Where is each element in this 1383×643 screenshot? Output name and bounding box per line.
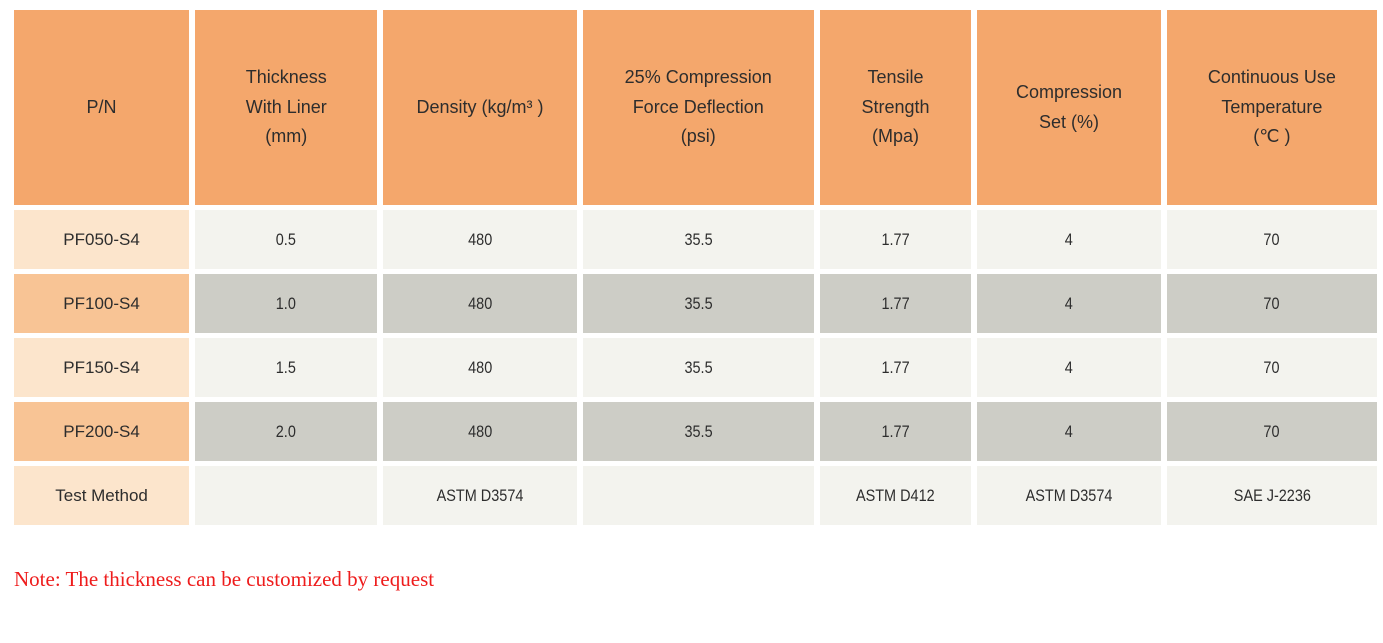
cell-value: 480 <box>467 357 493 377</box>
value-cell-tensile-strength: 1.77 <box>819 338 972 397</box>
cell-value: SAE J-2236 <box>1233 485 1311 505</box>
value-cell-tensile-strength: 1.77 <box>819 210 972 269</box>
cell-value: 1.77 <box>881 421 910 441</box>
value-cell-continuous-use-temperature: 70 <box>1166 274 1377 333</box>
spec-table-head: P/N Thickness With Liner (mm) Density (kg/m³… <box>14 10 1377 205</box>
spec-table-body: PF050-S4 0.5 480 35.5 1.77 4 70 PF100-S4 1.0 480 3… <box>14 210 1377 525</box>
pn-cell: PF200-S4 <box>14 402 190 461</box>
value-cell-compression-set: 4 <box>977 274 1161 333</box>
note-text: Note: The thickness can be customized by… <box>14 567 435 591</box>
cell-value: 4 <box>1065 229 1074 249</box>
cell-value: 35.5 <box>684 229 713 249</box>
column-header-tensile-strength: Tensile Strength (Mpa) <box>819 10 972 205</box>
cell-value: ASTM D412 <box>856 485 935 505</box>
cell-value: 1.5 <box>276 357 297 377</box>
header-row: P/N Thickness With Liner (mm) Density (kg/m³… <box>14 10 1377 205</box>
value-cell-tensile-strength: 1.77 <box>819 274 972 333</box>
value-cell-tensile-strength: ASTM D412 <box>819 466 972 525</box>
column-header-continuous-use-temperature: Continuous Use Temperature (℃ ) <box>1166 10 1377 205</box>
value-cell-continuous-use-temperature: 70 <box>1166 338 1377 397</box>
value-cell-density: 480 <box>383 402 577 461</box>
table-row: PF200-S4 2.0 480 35.5 1.77 4 70 <box>14 402 1377 461</box>
value-cell-density: 480 <box>383 210 577 269</box>
value-cell-compression-set: 4 <box>977 338 1161 397</box>
column-header-thickness: Thickness With Liner (mm) <box>195 10 378 205</box>
cell-value: 480 <box>467 421 493 441</box>
value-cell-tensile-strength: 1.77 <box>819 402 972 461</box>
cell-value: 480 <box>467 229 493 249</box>
table-row: PF100-S4 1.0 480 35.5 1.77 4 70 <box>14 274 1377 333</box>
pn-cell: PF150-S4 <box>14 338 190 397</box>
value-cell-continuous-use-temperature: 70 <box>1166 210 1377 269</box>
value-cell-compression-force-deflection: 35.5 <box>582 338 814 397</box>
value-cell-compression-set: ASTM D3574 <box>977 466 1161 525</box>
value-cell-density: 480 <box>383 338 577 397</box>
pn-cell: PF100-S4 <box>14 274 190 333</box>
cell-value: 1.0 <box>276 293 297 313</box>
table-row: Test Method ASTM D3574 ASTM D412 ASTM D3574… <box>14 466 1377 525</box>
cell-value: 4 <box>1065 357 1074 377</box>
cell-value: 35.5 <box>684 293 713 313</box>
column-header-density: Density (kg/m³ ) <box>383 10 577 205</box>
value-cell-density: ASTM D3574 <box>383 466 577 525</box>
value-cell-compression-force-deflection: 35.5 <box>582 402 814 461</box>
cell-value: 1.77 <box>881 357 910 377</box>
value-cell-compression-force-deflection: 35.5 <box>582 210 814 269</box>
column-header-pn: P/N <box>14 10 190 205</box>
table-row: PF050-S4 0.5 480 35.5 1.77 4 70 <box>14 210 1377 269</box>
cell-value: 0.5 <box>276 229 297 249</box>
value-cell-thickness: 1.5 <box>195 338 378 397</box>
cell-value: 1.77 <box>881 293 910 313</box>
value-cell-thickness: 1.0 <box>195 274 378 333</box>
cell-value: 1.77 <box>881 229 910 249</box>
cell-value: 35.5 <box>684 357 713 377</box>
cell-value: 70 <box>1263 293 1280 313</box>
value-cell-compression-set: 4 <box>977 210 1161 269</box>
value-cell-thickness: 2.0 <box>195 402 378 461</box>
column-header-compression-force-deflection: 25% Compression Force Deflection (psi) <box>582 10 814 205</box>
cell-value: 480 <box>467 293 493 313</box>
spec-table: P/N Thickness With Liner (mm) Density (kg/m³… <box>8 5 1383 530</box>
cell-value: 35.5 <box>684 421 713 441</box>
value-cell-compression-force-deflection: 35.5 <box>582 274 814 333</box>
cell-value: 70 <box>1263 421 1280 441</box>
cell-value: ASTM D3574 <box>1025 485 1113 505</box>
cell-value: 70 <box>1263 357 1280 377</box>
value-cell-density: 480 <box>383 274 577 333</box>
value-cell-compression-force-deflection <box>582 466 814 525</box>
value-cell-continuous-use-temperature: SAE J-2236 <box>1166 466 1377 525</box>
cell-value: ASTM D3574 <box>436 485 524 505</box>
cell-value: 70 <box>1263 229 1280 249</box>
value-cell-thickness: 0.5 <box>195 210 378 269</box>
cell-value: 4 <box>1065 293 1074 313</box>
value-cell-compression-set: 4 <box>977 402 1161 461</box>
value-cell-thickness <box>195 466 378 525</box>
pn-cell: Test Method <box>14 466 190 525</box>
column-header-compression-set: Compression Set (%) <box>977 10 1161 205</box>
cell-value: 4 <box>1065 421 1074 441</box>
table-row: PF150-S4 1.5 480 35.5 1.77 4 70 <box>14 338 1377 397</box>
cell-value: 2.0 <box>276 421 297 441</box>
pn-cell: PF050-S4 <box>14 210 190 269</box>
value-cell-continuous-use-temperature: 70 <box>1166 402 1377 461</box>
